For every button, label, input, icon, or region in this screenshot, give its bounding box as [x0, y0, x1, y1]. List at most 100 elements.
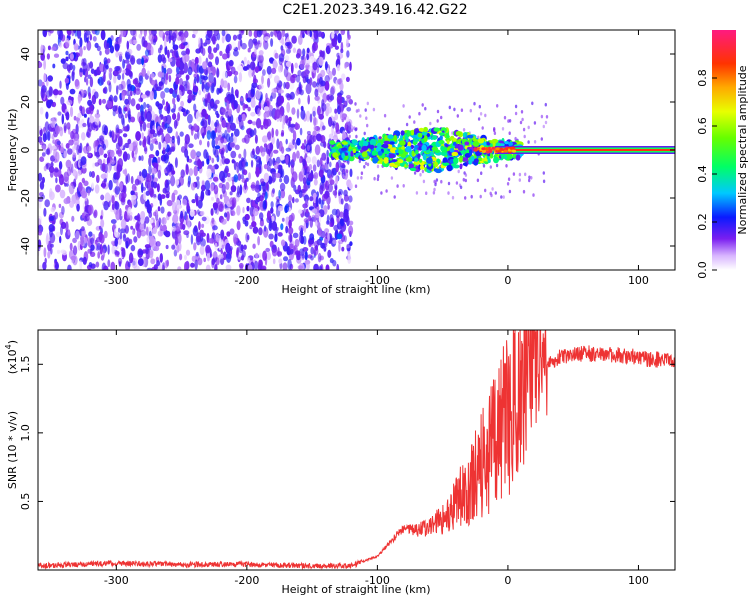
noise-cell	[87, 74, 92, 79]
noise-cell	[121, 247, 126, 258]
noise-cell	[123, 210, 128, 222]
speckle-cell	[355, 134, 358, 139]
noise-cell	[238, 153, 242, 159]
noise-cell	[336, 263, 340, 270]
speckle-cell	[506, 182, 510, 186]
noise-cell	[234, 135, 237, 144]
noise-cell	[226, 122, 231, 130]
noise-cell	[233, 100, 238, 110]
noise-cell	[178, 31, 182, 37]
noise-cell	[264, 36, 270, 41]
noise-cell	[294, 250, 301, 256]
x-tick-label: -200	[234, 574, 259, 587]
noise-cell	[216, 123, 222, 134]
speckle-cell	[481, 126, 484, 130]
noise-cell	[130, 30, 136, 36]
speckle-cell	[463, 171, 466, 175]
noise-cell	[72, 152, 77, 158]
noise-cell	[242, 102, 246, 111]
line-cell	[344, 152, 348, 156]
line-cell	[434, 161, 439, 168]
speckle-cell	[470, 194, 473, 199]
noise-cell	[82, 256, 87, 265]
noise-cell	[205, 69, 208, 77]
noise-cell	[152, 168, 157, 175]
noise-cell	[336, 233, 343, 240]
noise-cell	[124, 113, 128, 119]
speckle-cell	[460, 108, 464, 112]
noise-cell	[197, 159, 202, 166]
noise-cell	[312, 246, 319, 256]
noise-cell	[275, 129, 279, 137]
noise-cell	[329, 161, 332, 168]
noise-cell	[150, 73, 155, 79]
line-cell	[377, 150, 383, 156]
noise-cell	[331, 168, 334, 178]
y-tick-label: 40	[19, 47, 32, 61]
noise-cell	[181, 50, 187, 56]
noise-cell	[122, 151, 128, 162]
line-cell	[370, 144, 375, 149]
noise-cell	[196, 129, 200, 140]
y-tick-label: 0	[19, 147, 32, 154]
noise-cell	[69, 200, 75, 208]
noise-cell	[68, 139, 74, 146]
speckle-cell	[532, 193, 535, 197]
noise-cell	[122, 185, 127, 194]
noise-cell	[226, 231, 231, 237]
noise-cell	[192, 33, 196, 39]
noise-cell	[340, 198, 344, 205]
noise-cell	[243, 148, 247, 159]
snr-scale-note: (x104)	[4, 340, 19, 374]
noise-cell	[156, 183, 160, 193]
noise-cell	[104, 192, 111, 203]
speckle-cell	[508, 119, 512, 123]
noise-cell	[106, 42, 110, 49]
line-cell	[477, 157, 483, 161]
noise-cell	[164, 45, 168, 56]
noise-cell	[193, 165, 198, 177]
noise-cell	[292, 232, 299, 239]
noise-cell	[335, 122, 340, 133]
noise-cell	[203, 149, 208, 159]
noise-cell	[83, 180, 89, 187]
noise-cell	[86, 145, 92, 152]
noise-cell	[65, 37, 70, 48]
noise-cell	[44, 257, 47, 264]
noise-cell	[349, 168, 353, 178]
speckle-cell	[365, 116, 368, 120]
noise-cell	[230, 41, 237, 49]
noise-cell	[203, 42, 208, 47]
colorbar-ticks: 0.0 0.2 0.4 0.6 0.8	[696, 69, 717, 279]
noise-cell	[303, 222, 307, 233]
noise-cell	[59, 126, 64, 137]
speckle-cell	[413, 120, 416, 124]
noise-cell	[173, 48, 178, 58]
noise-cell	[166, 179, 171, 185]
noise-cell	[110, 261, 116, 270]
noise-cell	[326, 67, 330, 74]
noise-cell	[327, 232, 330, 242]
noise-cell	[318, 265, 323, 270]
noise-cell	[187, 94, 194, 101]
noise-cell	[243, 244, 247, 250]
speckle-cell	[364, 108, 367, 112]
noise-cell	[198, 221, 201, 231]
noise-cell	[197, 257, 203, 266]
noise-cell	[149, 250, 154, 259]
noise-cell	[215, 56, 219, 66]
speckle-cell	[473, 101, 476, 106]
noise-cell	[177, 266, 182, 270]
noise-cell	[250, 112, 256, 117]
noise-cell	[221, 218, 227, 225]
noise-cell	[94, 117, 100, 126]
noise-cell	[194, 56, 199, 65]
noise-cell	[233, 49, 239, 57]
noise-cell	[254, 134, 258, 144]
noise-cell	[229, 141, 236, 149]
noise-cell	[107, 244, 110, 255]
noise-cell	[319, 157, 323, 167]
noise-cell	[248, 68, 253, 78]
noise-cell	[332, 239, 337, 245]
noise-cell	[278, 189, 281, 199]
